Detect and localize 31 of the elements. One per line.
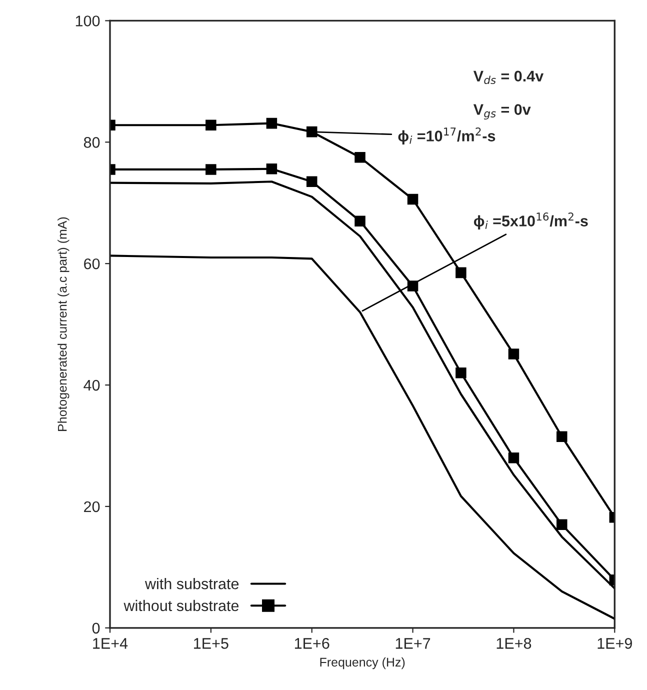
x-tick-label: 1E+4 bbox=[93, 638, 128, 649]
x-tick-label: 1E+9 bbox=[598, 638, 632, 649]
y-axis-title: Photogenerated current (a.c part) (mA) bbox=[58, 217, 70, 431]
annotation: V$_{gs}$ = 0v bbox=[473, 104, 531, 120]
point bbox=[456, 267, 466, 278]
y-tick-label: 40 bbox=[84, 380, 100, 391]
annotation: V$_{ds}$ = 0.4v bbox=[473, 70, 544, 84]
annotation: ϕ$_{i}$ =10$^{17}$/m$^{2}$-s bbox=[398, 128, 496, 144]
point bbox=[354, 152, 366, 163]
y-tick-label: 20 bbox=[84, 501, 100, 512]
point bbox=[206, 120, 216, 131]
point bbox=[306, 126, 318, 138]
point bbox=[556, 431, 568, 442]
y-tick-label: 0 bbox=[92, 622, 100, 634]
point bbox=[556, 519, 568, 530]
x-tick-label: 1E+5 bbox=[194, 638, 228, 649]
annotation: ϕ$_{i}$ =5x10$^{16}$/m$^{2}$-s bbox=[474, 212, 588, 230]
x-axis-title: Frequency (Hz) bbox=[320, 657, 405, 670]
point bbox=[407, 194, 418, 205]
point bbox=[354, 216, 366, 226]
point bbox=[306, 176, 318, 187]
x-tick-label: 1E+7 bbox=[396, 638, 430, 649]
point bbox=[206, 164, 216, 175]
x-tick-label: 1E+8 bbox=[496, 638, 532, 649]
y-tick-label: 60 bbox=[84, 258, 100, 270]
legend-label: without substrate bbox=[124, 600, 239, 612]
legend-label: with substrate bbox=[144, 578, 239, 590]
y-tick-label: 80 bbox=[84, 137, 100, 148]
point bbox=[456, 367, 466, 378]
y-tick-label: 100 bbox=[76, 16, 100, 26]
x-tick-label: 1E+6 bbox=[294, 638, 330, 649]
